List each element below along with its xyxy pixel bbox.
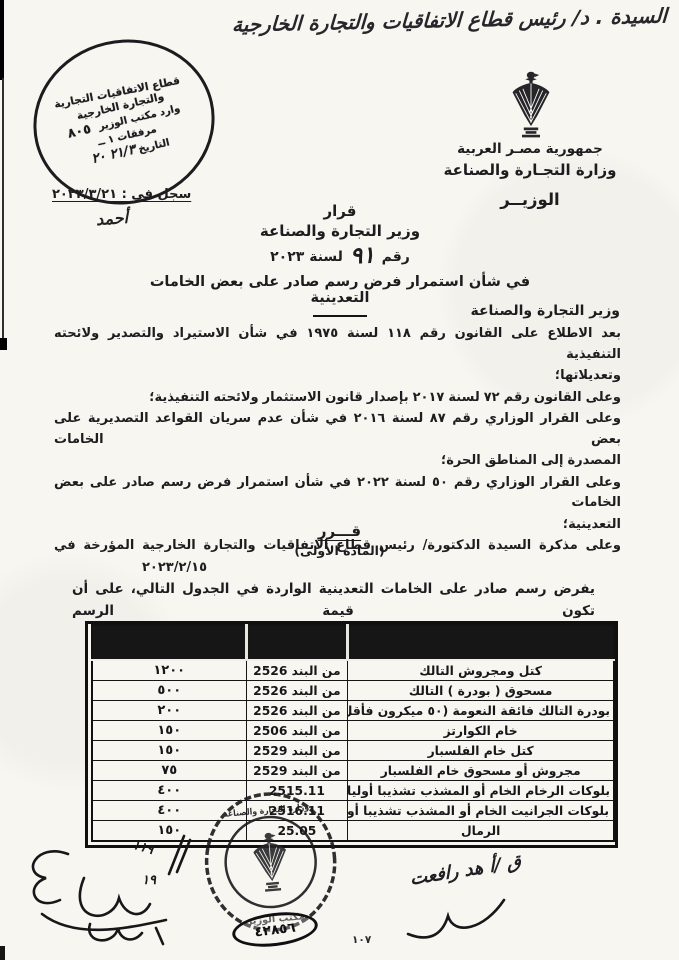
band-cell: من البند 2526 [245, 680, 349, 701]
table-row: كتل خام الفلسبار من البند 2529 ١٥٠ [91, 740, 615, 761]
decree-number-line: رقم ٩١ لسنة ٢٠٢٣ [120, 241, 560, 270]
preamble-line: وعلى مذكرة السيدة الدكتورة/ رئيس قطاع ال… [54, 538, 621, 553]
table-row: بلوكات الجرانيت الخام أو المشذب تشذيبا أ… [91, 800, 615, 821]
decree-number-value: ٩١ [349, 242, 376, 270]
item-cell: بودرة التالك فائقة النعومة (٥٠ ميكرون فأ… [347, 700, 615, 721]
item-cell: مسحوق ( بودرة ) التالك [347, 680, 615, 701]
signature-left-number: ١٩ [142, 873, 157, 888]
band-cell: من البند 2526 [245, 700, 349, 721]
table-row: بودرة التالك فائقة النعومة (٥٠ ميكرون فأ… [91, 700, 615, 721]
value-cell: ٧٥ [91, 760, 247, 781]
article-heading: (المادة الأولى) [294, 543, 385, 558]
decree-minister-line: وزير التجارة والصناعة [259, 222, 421, 240]
value-cell: ١٥٠ [91, 820, 247, 842]
band-cell: من البند 2526 [245, 659, 349, 681]
approval-signature-icon [406, 898, 506, 939]
signature-left-icon: ١١٩ ١٩ [31, 834, 192, 946]
item-cell: خام الكوارتز [347, 720, 615, 741]
item-cell: بلوكات الجرانيت الخام أو المشذب تشذيبا أ… [347, 800, 615, 821]
band-cell: 2516.11 [245, 800, 349, 821]
preamble: بعد الاطلاع على القانون رقم ١١٨ لسنة ١٩٧… [54, 324, 621, 579]
decree-number-prefix: رقم [381, 249, 410, 265]
value-cell: ١٢٠٠ [91, 659, 247, 681]
office-stamp: وزارة التجارة والصناعة مكتب الوزير [204, 792, 337, 932]
register-date: سجل في : ٢٠٢٣/٣/٢١ [52, 187, 192, 202]
received-stamp-date-label: التاريخ [137, 136, 171, 155]
scan-edge-mark [0, 946, 5, 960]
band-cell: من البند 2506 [245, 720, 349, 741]
operative-line: يفرض رسم صادر على الخامات التعدينية الوا… [72, 581, 595, 619]
value-cell: ١٥٠ [91, 720, 247, 741]
minister-title: الوزيــر [500, 190, 560, 209]
decree-subject: في شأن استمرار فرض رسم صادر على بعض الخا… [149, 274, 531, 306]
approval-note: ق /أ هد رافعت [409, 851, 522, 890]
table-row: مجروش أو مسحوق خام الفلسبار من البند 2529… [91, 760, 615, 781]
preamble-line: وعلى القرار الوزاري رقم ٥٠ لسنة ٢٠٢٢ في … [54, 474, 621, 511]
item-cell: الرمال [347, 820, 615, 842]
received-stamp-entry-number: ٨٠٥ [65, 121, 93, 142]
received-stamp-date-value: ٢١/٣ ٢٠ [90, 141, 137, 167]
band-cell: من البند 2529 [245, 740, 349, 761]
eagle-emblem-icon [512, 71, 550, 138]
table-row: خام الكوارتز من البند 2506 ١٥٠ [91, 720, 615, 741]
preamble-line: وعلى القرار الوزاري رقم ٨٧ لسنة ٢٠١٦ في … [54, 411, 621, 447]
scan-edge-mark [0, 338, 7, 350]
value-cell: ٢٠٠ [91, 700, 247, 721]
table-header-row [92, 625, 614, 661]
band-cell: 2515.11 [245, 780, 349, 801]
band-cell: من البند 2529 [245, 760, 349, 781]
item-cell: كتل ومجروش التالك [347, 659, 615, 681]
approval-number: ١٠٧ [352, 934, 372, 946]
office-stamp-bottom-text: مكتب الوزير [245, 911, 305, 927]
fees-table-grid: كتل ومجروش التالك من البند 2526 ١٢٠٠ مسحوق… [91, 624, 615, 842]
memo-date: ٢٠٢٣/٢/١٥ [142, 559, 208, 575]
fees-table: كتل ومجروش التالك من البند 2526 ١٢٠٠ مسحوق… [85, 621, 618, 848]
decree-heading: قرار وزير التجارة والصناعة رقم ٩١ لسنة ٢٠٢… [120, 202, 560, 317]
decided-word: قـــرر [317, 522, 362, 540]
table-row: كتل ومجروش التالك من البند 2526 ١٢٠٠ [91, 659, 615, 681]
decree-word: قرار [323, 202, 357, 220]
table-row: مسحوق ( بودرة ) التالك من البند 2526 ٥٠٠ [91, 680, 615, 701]
preamble-line: وتعديلاتها؛ [554, 368, 621, 383]
ministry-name: وزارة التجـارة والصناعة [443, 161, 617, 179]
item-cell: كتل خام الفلسبار [347, 740, 615, 761]
header-item-cell [347, 625, 614, 661]
decree-number-suffix: لسنة ٢٠٢٣ [270, 249, 343, 265]
table-row: بلوكات الرخام الخام أو المشذب تشذيبا أول… [91, 780, 615, 801]
value-cell: ٥٠٠ [91, 680, 247, 701]
signature-left-number: ١١٩ [131, 838, 156, 858]
country-name: جمهورية مصـر العربية [457, 141, 603, 157]
preamble-line: التعدينية؛ [562, 516, 621, 532]
preamble-line: وعلى القانون رقم ٧٢ لسنة ٢٠١٧ بإصدار قان… [149, 389, 621, 405]
preamble-heading: وزير التجارة والصناعة [470, 303, 621, 319]
scan-edge-mark [2, 78, 4, 344]
header-band-cell [246, 625, 350, 661]
preamble-line: المصدرة إلى المناطق الحرة؛ [441, 453, 621, 468]
preamble-line: بعد الاطلاع على القانون رقم ١١٨ لسنة ١٩٧… [54, 326, 621, 362]
item-cell: مجروش أو مسحوق خام الفلسبار [347, 760, 615, 781]
recipient-note: السيدة . د/ رئيس قطاع الاتفاقيات والتجار… [231, 3, 668, 37]
value-cell: ٤٠٠ [91, 800, 247, 821]
scan-edge-mark [0, 0, 4, 80]
value-cell: ١٥٠ [91, 740, 247, 761]
item-cell: بلوكات الرخام الخام أو المشذب تشذيبا أول… [347, 780, 615, 801]
header-value-cell [92, 625, 248, 661]
divider-line [313, 315, 367, 317]
